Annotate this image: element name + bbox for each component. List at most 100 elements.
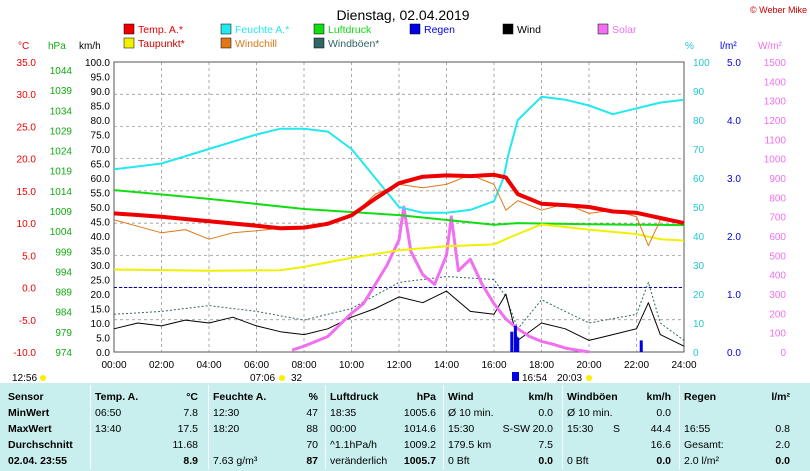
solar-tick-label: 1400 [764,77,787,88]
kmh-tick-label: 40.0 [91,232,111,243]
stats-temp-value: 11.68 [172,439,199,451]
solar-tick-label: 100 [769,329,786,340]
chart-series [113,95,685,354]
stats-humidity-time: 7.63 g/m³ [213,455,258,467]
stats-row-label: Durchschnitt [8,439,73,451]
kmh-tick-label: 100.0 [85,58,110,69]
hpa-tick-label: 1014 [50,187,73,198]
stats-gust-time: 0 Bft [567,455,589,467]
sun-icon [279,375,285,381]
legend-swatch [409,23,421,35]
pct-tick-label: 20 [693,290,705,301]
stats-pressure-time: veränderlich [330,455,388,467]
solar-tick-label: 900 [769,174,786,185]
kmh-tick-label: 35.0 [91,247,111,258]
pct-tick-label: 100 [693,58,710,69]
series-wind-line [113,290,685,347]
hpa-tick-label: 1004 [50,227,73,238]
solar-tick-label: 1200 [764,116,787,127]
legend-label: Windchill [235,38,277,50]
temp-tick-label: 5.0 [22,251,36,262]
stats-column-divider [443,385,444,469]
kmh-tick-label: 75.0 [91,131,111,142]
stats-wind-value: 0.0 [538,407,553,419]
legend-swatch [220,23,232,35]
legend-swatch [220,37,232,49]
moonrise-time: 12:56 [12,373,37,383]
stats-header-pressure-unit: hPa [416,391,436,403]
stats-humidity-time: 18:20 [213,423,240,435]
stats-wind-time: Ø 10 min. [448,407,494,419]
chart-legend: Temp. A.* Feuchte A.* Luftdruck Regen Wind So… [123,23,637,50]
kmh-tick-label: 0.0 [96,348,110,359]
stats-column-divider [562,385,563,469]
stats-pressure-value: 1009.2 [403,439,436,451]
legend-label: Windböen* [328,38,379,50]
temp-tick-label: -10.0 [13,348,36,359]
stats-wind-time: 179.5 km [448,439,492,451]
time-tick-label: 18:00 [529,360,554,371]
temp-tick-label: 30.0 [17,90,37,101]
kmh-tick-label: 60.0 [91,174,111,185]
stats-row-label: MinWert [8,407,50,419]
solar-tick-label: 400 [769,271,786,282]
hpa-tick-label: 974 [55,348,72,359]
pct-tick-label: 40 [693,232,705,243]
kmh-tick-label: 95.0 [91,73,111,84]
kmh-tick-label: 45.0 [91,218,111,229]
series-solar-line [291,205,590,354]
rain-tick-label: 4.0 [727,116,741,127]
solar-tick-label: 0 [780,348,786,359]
stats-gust-value: 44.4 [650,423,671,435]
hpa-tick-label: 984 [55,308,72,319]
solar-tick-label: 300 [769,290,786,301]
temp-tick-label: 20.0 [17,155,37,166]
time-tick-label: 12:00 [386,360,411,371]
hpa-tick-label: 994 [55,267,72,278]
temp-tick-label: 35.0 [17,58,37,69]
stats-temp-value: 8.9 [183,455,198,467]
stats-column-divider [90,385,91,469]
temp-tick-label: -5.0 [19,316,37,327]
kmh-tick-label: 85.0 [91,102,111,113]
sunset-icon [512,372,519,381]
pct-tick-label: 0 [693,348,699,359]
stats-header-pressure: Luftdruck [330,391,379,403]
kmh-tick-label: 70.0 [91,145,111,156]
legend-label: Solar [612,24,637,36]
kmh-tick-label: 25.0 [91,276,111,287]
legend-swatch [597,23,609,35]
stats-humidity-value: 70 [306,439,318,451]
stats-header-humidity-unit: % [308,391,318,403]
stats-humidity-value: 87 [306,455,318,467]
stats-pressure-value: 1005.6 [403,407,436,419]
hpa-tick-label: 1024 [50,147,73,158]
rain-tick-label: 5.0 [727,58,741,69]
legend-label: Temp. A.* [138,24,183,36]
sunset-time: 16:54 [522,373,547,383]
pct-tick-label: 90 [693,87,705,98]
solar-tick-label: 800 [769,193,786,204]
stats-header-wind-unit: km/h [528,391,553,403]
pct-tick-label: 80 [693,116,705,127]
legend-label: Wind [517,24,541,36]
stats-column-divider [208,385,209,469]
stats-temp-time: 06:50 [95,407,122,419]
legend-swatch [123,37,135,49]
axis-ticks: 35.0 30.0 25.0 20.0 15.0 10.0 5.0 0.0 -5.0 -10.0 1… [13,58,786,371]
stats-rain-time: 2.0 l/m² [684,455,720,467]
legend-label: Regen [424,24,455,36]
copyright-label: © Weber Mike [750,5,807,15]
stats-humidity-value: 47 [306,407,318,419]
axis-units: °C hPa km/h % l/m² W/m² [18,41,783,52]
rain-bar [513,325,517,352]
legend-label: Feuchte A.* [235,24,289,36]
weather-chart: Dienstag, 02.04.2019 © Weber Mike Temp. … [12,5,807,383]
kmh-tick-label: 5.0 [96,334,110,345]
series-taupunkt-line [113,223,685,272]
solar-tick-label: 1100 [764,135,786,146]
kmh-tick-label: 90.0 [91,87,111,98]
solar-tick-label: 500 [769,251,786,262]
stats-rain-value: 0.8 [775,423,790,435]
moon-icon [40,375,46,381]
